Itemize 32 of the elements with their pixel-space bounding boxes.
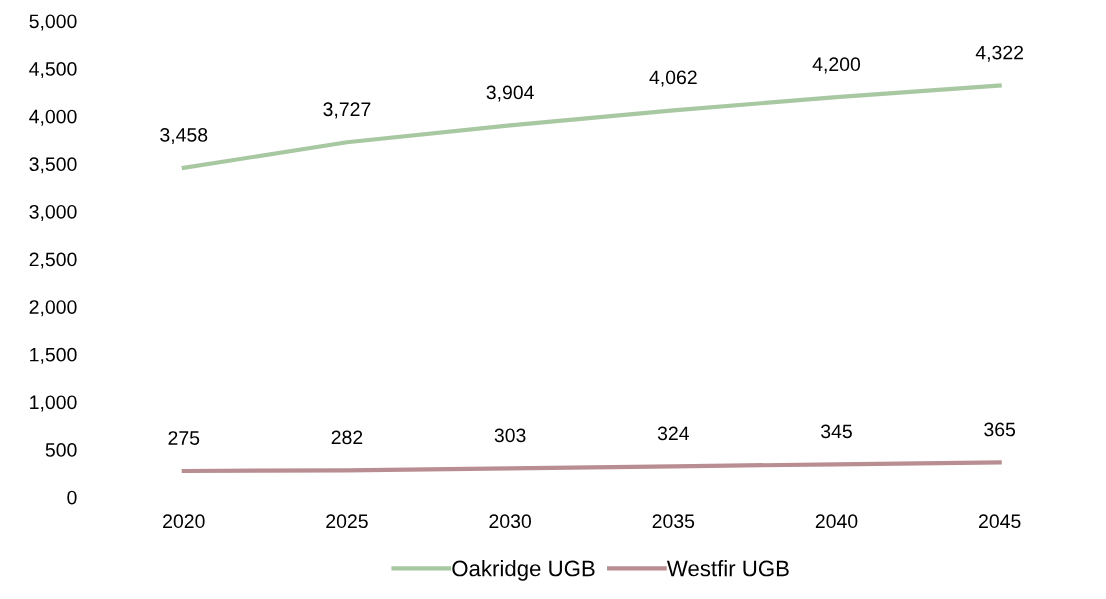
data-label: 3,458 xyxy=(160,127,208,145)
y-tick-label: 4,500 xyxy=(29,62,77,79)
x-tick-label: 2035 xyxy=(652,514,695,529)
x-tick-label: 2045 xyxy=(979,514,1021,529)
y-tick-label: 2,500 xyxy=(29,252,77,269)
data-label: 324 xyxy=(657,426,689,441)
data-label: 303 xyxy=(494,428,526,443)
y-tick-label: 1,000 xyxy=(30,395,77,412)
legend-label: Westfir UGB xyxy=(666,560,789,577)
y-tick-label: 1,500 xyxy=(30,347,77,364)
data-label: 282 xyxy=(331,430,363,445)
x-tick-label: 2025 xyxy=(326,514,368,529)
y-tick-label: 3,000 xyxy=(29,204,77,221)
y-tick-label: 5,000 xyxy=(29,14,77,31)
y-tick-label: 4,000 xyxy=(29,109,77,126)
data-label: 4,200 xyxy=(812,57,861,74)
line-series xyxy=(181,460,1002,474)
x-tick-label: 2020 xyxy=(163,514,205,529)
y-tick-label: 500 xyxy=(45,443,77,457)
data-label: 4,062 xyxy=(649,70,697,87)
data-label: 3,727 xyxy=(323,102,371,119)
data-label: 4,322 xyxy=(975,45,1024,62)
data-label: 275 xyxy=(168,431,200,445)
data-label: 3,904 xyxy=(486,85,534,102)
legend-label: Oakridge UGB xyxy=(452,560,595,581)
y-tick-label: 3,500 xyxy=(29,157,77,174)
x-tick-label: 2030 xyxy=(489,514,531,529)
x-tick-label: 2040 xyxy=(815,514,858,529)
y-tick-label: 2,000 xyxy=(29,300,77,317)
data-label: 345 xyxy=(821,424,852,439)
data-label: 365 xyxy=(984,422,1016,437)
y-tick-label: 0 xyxy=(67,490,77,505)
